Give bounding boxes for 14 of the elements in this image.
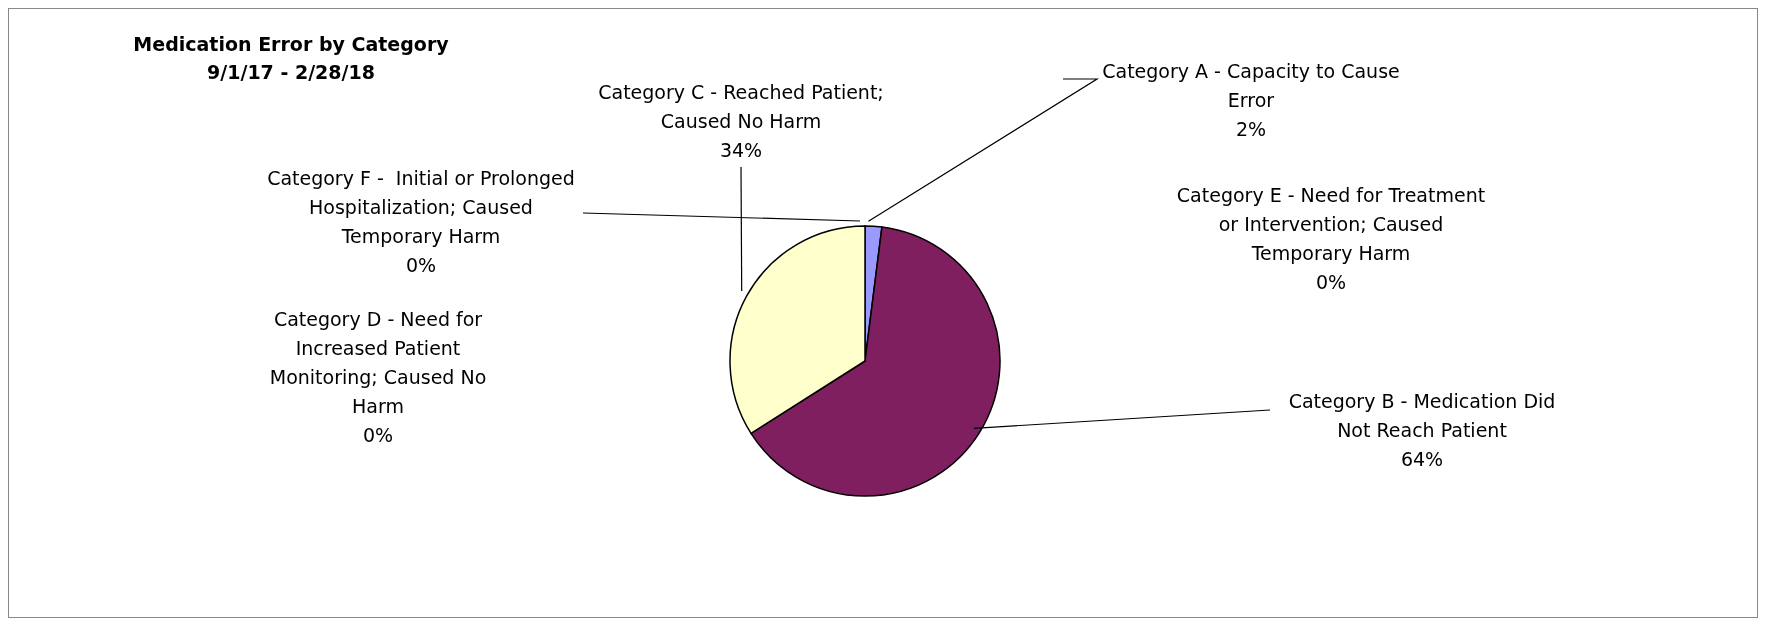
data-label: 64% <box>1400 448 1444 470</box>
data-label: 34% <box>719 139 763 161</box>
category-label: Category D - Need for Increased Patient Monitoring; Caused No Harm <box>269 308 487 417</box>
slice-label: Category B - Medication Did Not Reach Patient <box>1288 390 1557 441</box>
category-label: Category E - Need for Treatment or Intervention; Caused Temporary Harm <box>1176 184 1486 264</box>
category-label: Category F - Initial or Prolonged Hospitalization; Caused Temporary Harm <box>267 167 575 247</box>
text: 0% <box>362 424 394 446</box>
text: Medication Error by Category <box>133 33 449 55</box>
text: 0% <box>1315 271 1347 293</box>
text: 9/1/17 - 2/28/18 <box>207 61 375 83</box>
data-label: 2% <box>1235 118 1267 140</box>
text: 0% <box>405 254 437 276</box>
slice-label: Category C - Reached Patient; Caused No Harm <box>598 81 885 132</box>
slice-label: Category A - Capacity to Cause Error <box>1102 60 1401 111</box>
